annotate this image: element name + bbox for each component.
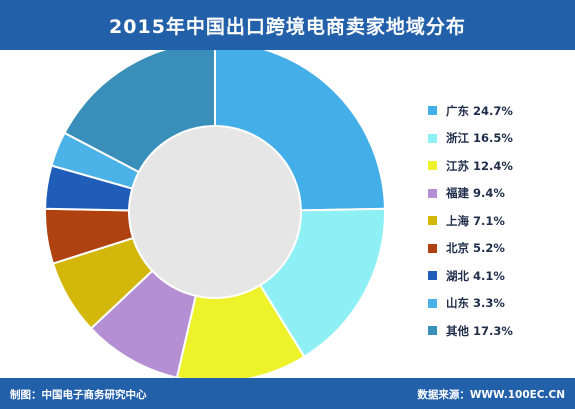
legend-label: 北京 5.2% bbox=[446, 241, 505, 256]
donut-chart bbox=[44, 50, 386, 378]
legend-item: 广东 24.7% bbox=[428, 97, 568, 125]
legend-item: 江苏 12.4% bbox=[428, 152, 568, 180]
legend-swatch bbox=[428, 106, 437, 116]
legend-swatch bbox=[428, 326, 437, 336]
legend-label: 江苏 12.4% bbox=[446, 158, 513, 173]
legend-swatch bbox=[428, 161, 437, 171]
legend-item: 浙江 16.5% bbox=[428, 125, 568, 153]
legend-label: 浙江 16.5% bbox=[446, 131, 513, 146]
legend-item: 福建 9.4% bbox=[428, 180, 568, 208]
chart-title: 2015年中国出口跨境电商卖家地域分布 bbox=[109, 15, 466, 38]
legend-swatch bbox=[428, 271, 437, 281]
pie-slice-9 bbox=[63, 50, 216, 174]
chart-title-bar: 2015年中国出口跨境电商卖家地域分布 bbox=[0, 0, 575, 50]
legend-item: 其他 17.3% bbox=[428, 317, 568, 345]
legend-item: 湖北 4.1% bbox=[428, 262, 568, 290]
legend-label: 山东 3.3% bbox=[446, 296, 505, 311]
footer-source: 数据来源：WWW.100EC.CN bbox=[417, 389, 565, 401]
legend-label: 湖北 4.1% bbox=[446, 268, 505, 283]
legend-swatch bbox=[428, 216, 437, 226]
legend-label: 福建 9.4% bbox=[446, 186, 505, 201]
legend-item: 山东 3.3% bbox=[428, 290, 568, 318]
legend-swatch bbox=[428, 243, 437, 253]
donut-hole bbox=[130, 127, 300, 297]
legend-label: 广东 24.7% bbox=[446, 103, 513, 118]
chart-legend: 广东 24.7% 浙江 16.5% 江苏 12.4% 福建 9.4% 上海 7.1% 北京… bbox=[428, 97, 568, 345]
pie-slice-1 bbox=[214, 50, 386, 212]
pie-slice-2 bbox=[258, 207, 386, 359]
legend-swatch bbox=[428, 298, 437, 308]
footer-bar: 制图：中国电子商务研究中心 数据来源：WWW.100EC.CN bbox=[0, 378, 575, 409]
legend-swatch bbox=[428, 188, 437, 198]
legend-item: 北京 5.2% bbox=[428, 235, 568, 263]
legend-swatch bbox=[428, 133, 437, 143]
legend-label: 其他 17.3% bbox=[446, 323, 513, 338]
legend-item: 上海 7.1% bbox=[428, 207, 568, 235]
footer-credit: 制图：中国电子商务研究中心 bbox=[10, 389, 147, 401]
legend-label: 上海 7.1% bbox=[446, 213, 505, 228]
